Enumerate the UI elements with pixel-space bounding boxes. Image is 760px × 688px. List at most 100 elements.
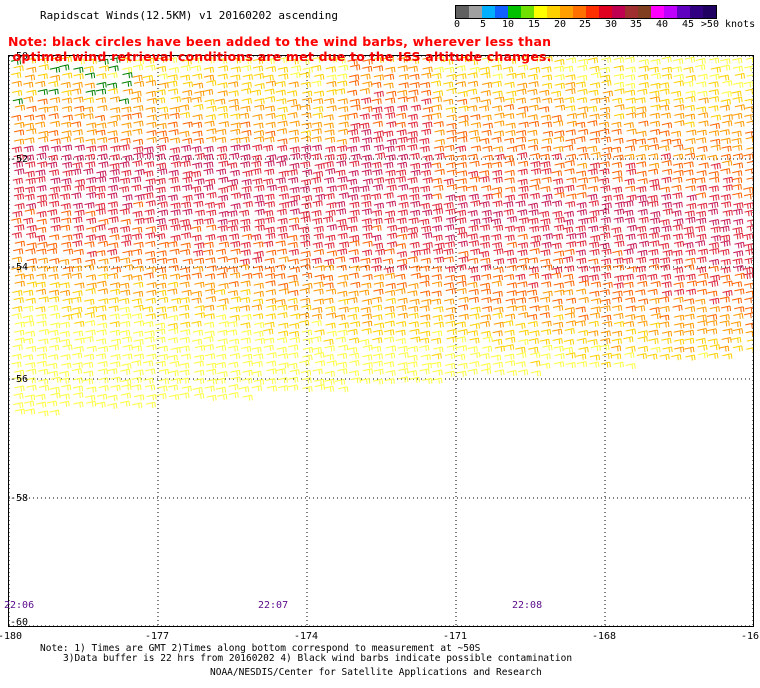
wind-barb: [626, 138, 637, 145]
wind-barb: [733, 202, 744, 209]
wind-barb: [470, 306, 481, 313]
wind-barb: [397, 226, 408, 233]
wind-barb: [612, 250, 623, 257]
wind-barb: [311, 136, 322, 143]
wind-barb: [492, 290, 503, 297]
wind-barb: [566, 177, 577, 184]
wind-barb: [350, 377, 361, 384]
wind-barb: [288, 248, 299, 256]
wind-barb: [158, 113, 169, 120]
wind-barb: [275, 240, 286, 247]
wind-barb: [504, 169, 515, 177]
wind-barb: [637, 208, 648, 216]
wind-barb: [422, 177, 433, 184]
wind-barb: [179, 312, 190, 319]
wind-barb: [265, 360, 277, 367]
wind-barb: [625, 233, 636, 241]
wind-barb: [190, 65, 202, 72]
wind-barb: [636, 186, 647, 193]
wind-barb: [62, 298, 73, 305]
wind-barb: [421, 298, 432, 305]
wind-barb: [467, 210, 478, 217]
wind-barb: [288, 217, 300, 224]
wind-barb: [732, 226, 743, 234]
wind-barb: [26, 368, 37, 375]
wind-barb: [14, 385, 25, 392]
wind-barb: [180, 201, 192, 209]
wind-barb: [193, 360, 204, 367]
wind-barb: [590, 306, 601, 313]
wind-barb: [217, 218, 228, 226]
wind-barb: [673, 144, 684, 151]
wind-barb: [563, 339, 575, 346]
wind-barb: [48, 273, 59, 280]
wind-barb: [396, 258, 408, 265]
wind-barb: [230, 144, 241, 152]
wind-barb: [239, 305, 250, 312]
wind-barb: [313, 281, 324, 288]
wind-barb: [538, 210, 550, 218]
wind-barb: [120, 368, 131, 375]
wind-barb: [312, 200, 323, 207]
wind-barb: [467, 368, 478, 375]
wind-barb: [505, 58, 517, 65]
wind-barb: [97, 137, 108, 144]
wind-barb: [383, 161, 394, 169]
wind-barb: [60, 354, 71, 361]
wind-barb: [708, 258, 720, 266]
wind-barb: [84, 202, 95, 209]
wind-barb: [494, 369, 505, 376]
wind-barb: [50, 392, 61, 399]
wind-barb: [133, 338, 144, 346]
wind-barb: [481, 264, 492, 271]
wind-barb: [732, 144, 743, 151]
wind-barb: [264, 105, 275, 112]
wind-barb: [649, 226, 660, 234]
wind-barb: [287, 112, 298, 119]
wind-barb: [14, 121, 25, 128]
wind-barb: [205, 114, 216, 121]
wind-barb: [361, 161, 372, 169]
wind-barb: [154, 322, 166, 329]
wind-barb: [350, 64, 361, 71]
wind-barb: [551, 242, 562, 250]
wind-barb: [578, 152, 589, 160]
wind-barb: [72, 306, 83, 313]
wind-barb: [348, 370, 360, 377]
wind-barb: [734, 272, 745, 280]
wind-barb: [673, 80, 684, 87]
wind-barb: [265, 313, 276, 320]
wind-barb: [637, 178, 648, 185]
wind-barb: [96, 81, 107, 88]
wind-barb: [326, 360, 338, 367]
wind-barb: [242, 394, 253, 401]
wind-barb: [636, 161, 647, 168]
wind-barb: [566, 113, 577, 120]
wind-barb: [744, 131, 753, 137]
wind-barb: [205, 178, 216, 186]
wind-barb: [407, 144, 418, 151]
wind-barb: [554, 192, 565, 199]
wind-barb: [407, 96, 418, 103]
wind-barb: [744, 98, 753, 105]
wind-barb: [35, 114, 46, 121]
wind-barb: [528, 217, 539, 225]
wind-barb: [686, 202, 697, 210]
wind-barb: [721, 160, 733, 167]
wind-barb: [299, 312, 310, 319]
time-label-2207: 22:07: [258, 600, 289, 611]
wind-barb: [206, 209, 217, 217]
wind-barb: [539, 224, 550, 232]
wind-barb: [227, 162, 238, 169]
wind-barb: [586, 216, 598, 223]
wind-barb: [277, 120, 288, 127]
wind-barb: [540, 362, 551, 369]
wind-barb: [131, 313, 143, 320]
wind-barb: [73, 224, 84, 232]
wind-barb: [252, 361, 263, 368]
wind-barb: [167, 88, 179, 95]
wind-barb: [240, 241, 251, 249]
wind-barb: [203, 168, 214, 175]
wind-barb: [552, 257, 564, 265]
wind-barb: [13, 193, 24, 201]
